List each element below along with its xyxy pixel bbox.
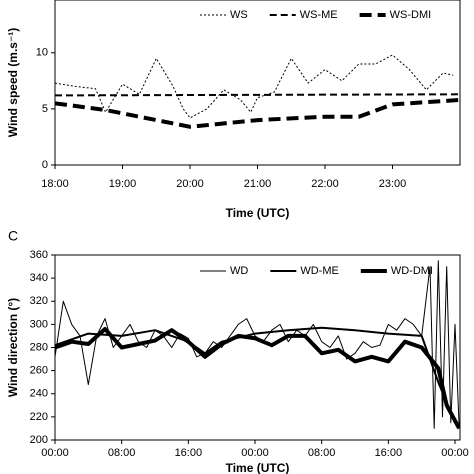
y-tick-label: 5 [42, 103, 48, 115]
legend-label: WS [230, 9, 248, 21]
x-tick-label: 22:00 [311, 178, 339, 190]
y-tick-label: 300 [30, 318, 48, 330]
series-line [55, 327, 460, 430]
series-group [55, 54, 460, 129]
legend-label: WS-ME [300, 9, 338, 21]
series-group [55, 260, 460, 430]
x-tick-label: 23:00 [379, 178, 407, 190]
x-tick-label: 19:00 [109, 178, 137, 190]
x-tick-label: 08:00 [108, 447, 136, 459]
x-tick-label: 16:00 [175, 447, 203, 459]
legend-label: WD-DMI [391, 265, 433, 277]
y-tick-label: 220 [30, 411, 48, 423]
series-line [55, 260, 460, 429]
x-axis-title: Time (UTC) [226, 461, 290, 474]
y-tick-label: 200 [30, 434, 48, 446]
y-tick-label: 0 [42, 159, 48, 171]
panel-label: C [8, 228, 18, 244]
x-tick-label: 21:00 [244, 178, 272, 190]
y-axis-title: Wind direction (°) [6, 298, 20, 397]
y-tick-label: 280 [30, 341, 48, 353]
legend-label: WD-ME [300, 265, 339, 277]
series-line [55, 93, 460, 97]
x-tick-label: 00:00 [241, 447, 269, 459]
x-tick-label: 18:00 [41, 178, 69, 190]
plot-frame [54, 0, 461, 166]
y-tick-label: 340 [30, 272, 48, 284]
x-tick-label: 08:00 [308, 447, 336, 459]
y-axis-title: Wind speed (m.s⁻¹) [6, 28, 20, 138]
legend-label: WS-DMI [390, 9, 432, 21]
y-tick-label: 10 [36, 47, 48, 59]
y-tick-label: 320 [30, 295, 48, 307]
y-tick-label: 260 [30, 365, 48, 377]
series-line [55, 326, 456, 424]
series-line [55, 54, 454, 119]
y-tick-label: 240 [30, 388, 48, 400]
x-tick-label: 00:00 [41, 447, 69, 459]
x-axis-title: Time (UTC) [226, 206, 290, 220]
x-tick-label: 00:00 [441, 447, 469, 459]
x-tick-label: 16:00 [375, 447, 403, 459]
series-line [55, 97, 460, 129]
x-tick-label: 20:00 [176, 178, 204, 190]
y-tick-label: 360 [30, 249, 48, 261]
legend-label: WD [230, 265, 248, 277]
